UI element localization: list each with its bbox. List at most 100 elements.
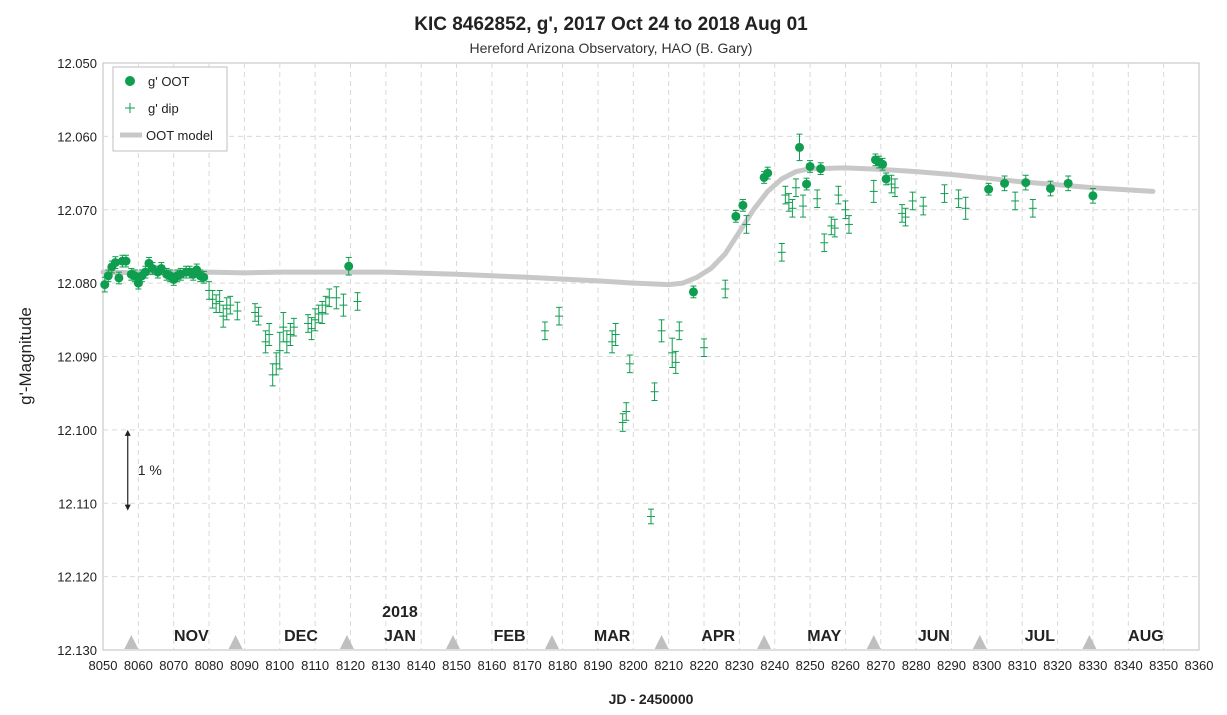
oot-point: [1063, 175, 1073, 192]
oot-point: [130, 269, 140, 283]
x-tick-label: 8280: [902, 658, 931, 673]
x-tick-label: 8350: [1149, 658, 1178, 673]
month-label: NOV: [174, 628, 209, 645]
dip-point: [611, 322, 620, 346]
dip-point: [625, 354, 634, 374]
x-tick-label: 8130: [371, 658, 400, 673]
month-label: JAN: [384, 628, 416, 645]
dip-point: [339, 293, 348, 317]
month-marker-triangle: [1082, 635, 1097, 649]
oot-marker: [794, 142, 804, 152]
month-marker-triangle: [545, 635, 560, 649]
oot-point: [802, 177, 812, 191]
oot-marker: [199, 272, 209, 282]
dip-point: [830, 218, 839, 238]
dip-point: [311, 308, 320, 332]
dip-point: [799, 194, 808, 218]
x-tick-label: 8360: [1185, 658, 1214, 673]
month-marker-triangle: [757, 635, 772, 649]
dip-point: [834, 185, 843, 205]
y-tick-label: 12.130: [57, 643, 97, 658]
oot-marker: [731, 211, 741, 221]
dip-point: [325, 288, 334, 308]
x-tick-label: 8140: [407, 658, 436, 673]
dip-point: [700, 338, 709, 357]
y-tick-labels: 12.050 12.060 12.070 12.080 12.090 12.100 12.1…: [57, 56, 97, 658]
dip-point: [919, 196, 928, 216]
oot-point: [121, 254, 131, 268]
oot-marker: [816, 164, 826, 174]
dip-point: [742, 215, 751, 234]
oot-point: [984, 182, 994, 196]
x-tick-label: 8270: [866, 658, 895, 673]
oot-model-series: [100, 165, 1156, 288]
month-label: MAY: [807, 628, 841, 645]
oot-point: [140, 265, 150, 279]
dip-point: [869, 179, 878, 203]
dip-point: [208, 289, 217, 309]
dip-point: [251, 303, 260, 322]
grid-lines: [103, 63, 1199, 650]
dip-point: [272, 352, 281, 376]
oot-point: [763, 166, 773, 180]
x-tick-label: 8110: [301, 658, 329, 673]
dip-series: [205, 174, 1037, 525]
x-tick-label: 8240: [760, 658, 789, 673]
dip-point: [279, 311, 288, 343]
x-tick-label: 8220: [690, 658, 719, 673]
oot-marker: [984, 184, 994, 194]
oot-marker: [688, 287, 698, 297]
month-labels: NOV DEC 2018 JAN FEB MAR APR MAY JUN JUL AUG: [174, 604, 1164, 645]
scale-arrow-head-bottom: [124, 504, 131, 511]
chart-title: KIC 8462852, g', 2017 Oct 24 to 2018 Aug…: [414, 14, 808, 35]
x-tick-label: 8150: [442, 658, 471, 673]
legend-dip-marker: [125, 103, 135, 113]
month-label: APR: [701, 628, 735, 645]
dip-point: [940, 184, 949, 203]
dip-point: [721, 279, 730, 299]
oot-marker: [344, 261, 354, 271]
oot-marker: [802, 179, 812, 189]
dip-point: [777, 243, 786, 262]
x-tick-label: 8160: [477, 658, 506, 673]
oot-marker: [140, 267, 150, 277]
y-axis-label: g'-Magnitude: [16, 307, 35, 405]
x-tick-label: 8250: [796, 658, 825, 673]
dip-point: [226, 295, 235, 315]
dip-point: [233, 301, 242, 321]
oot-point: [1088, 187, 1098, 204]
dip-point: [222, 297, 231, 321]
month-label: FEB: [494, 628, 526, 645]
x-tick-labels: 8050 8060 8070 8080 8090 8100 8110 8120 8130 8140…: [89, 658, 1214, 673]
dip-point: [961, 196, 970, 220]
month-label: 2018: [382, 604, 418, 621]
oot-point: [881, 172, 891, 186]
oot-point: [816, 162, 826, 176]
y-tick-label: 12.060: [57, 129, 97, 144]
dip-point: [265, 322, 274, 346]
dip-point: [671, 350, 680, 374]
x-tick-label: 8300: [972, 658, 1001, 673]
legend-oot-marker: [125, 76, 135, 86]
x-tick-label: 8050: [89, 658, 118, 673]
oot-point: [738, 198, 748, 212]
oot-point: [1021, 174, 1031, 191]
x-tick-label: 8070: [159, 658, 188, 673]
dip-point: [887, 174, 896, 194]
x-tick-label: 8080: [195, 658, 224, 673]
dip-point: [890, 178, 899, 198]
oot-marker: [1000, 178, 1010, 188]
month-marker-triangle: [124, 635, 139, 649]
y-tick-label: 12.120: [57, 570, 97, 585]
x-tick-label: 8230: [725, 658, 754, 673]
oot-marker: [805, 161, 815, 171]
month-label: DEC: [284, 628, 318, 645]
x-tick-label: 8190: [584, 658, 613, 673]
y-tick-label: 12.070: [57, 203, 97, 218]
dip-point: [788, 198, 797, 218]
dip-point: [215, 289, 224, 313]
dip-point: [555, 306, 564, 326]
dip-point: [332, 286, 341, 310]
dip-point: [212, 294, 221, 313]
